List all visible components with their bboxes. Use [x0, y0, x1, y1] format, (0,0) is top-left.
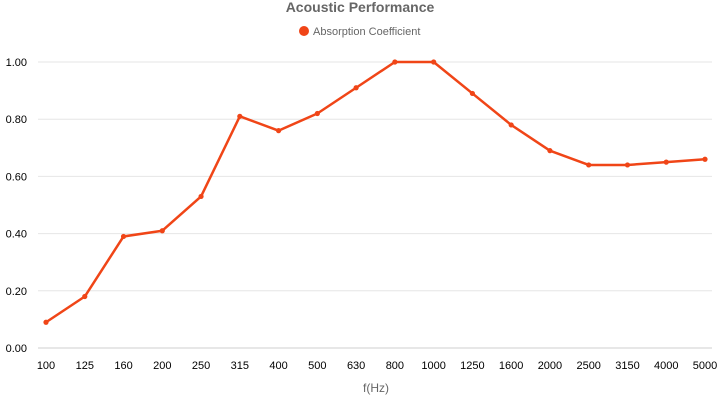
y-axis: 0.00 0.20 0.40 0.60 0.80 1.00 [6, 57, 27, 355]
y-tick-label: 0.80 [6, 114, 27, 126]
y-tick-label: 0.00 [6, 343, 27, 355]
data-point[interactable] [275, 128, 282, 134]
series-line[interactable] [45, 60, 706, 324]
data-point[interactable] [663, 159, 669, 165]
data-point[interactable] [198, 193, 204, 200]
x-tick-label: 630 [347, 360, 365, 372]
x-axis-label: f(Hz) [363, 381, 389, 395]
data-point[interactable] [624, 162, 631, 168]
x-tick-label: 800 [386, 360, 404, 372]
x-tick-label: 200 [153, 360, 171, 372]
x-tick-label: 5000 [693, 360, 717, 372]
x-tick-label: 400 [269, 360, 287, 372]
x-tick-label: 2500 [576, 360, 600, 372]
x-axis: 100 125 160 200 250 315 400 500 630 800 1000 1250 16… [37, 360, 717, 372]
y-tick-label: 1.00 [6, 57, 27, 69]
data-point[interactable] [43, 319, 49, 325]
legend-marker [299, 26, 309, 36]
data-point[interactable] [392, 59, 398, 65]
data-point[interactable] [159, 228, 165, 234]
data-point[interactable] [702, 156, 708, 162]
x-tick-label: 1000 [421, 360, 445, 372]
data-point[interactable] [237, 113, 243, 119]
x-tick-label: 315 [231, 360, 249, 372]
x-tick-label: 125 [76, 360, 94, 372]
x-tick-label: 1600 [499, 360, 523, 372]
data-point[interactable] [314, 110, 320, 117]
grid [38, 61, 712, 349]
x-tick-label: 100 [37, 360, 55, 372]
x-tick-label: 500 [308, 360, 326, 372]
y-tick-label: 0.60 [6, 171, 27, 183]
y-tick-label: 0.20 [6, 286, 27, 298]
legend-label: Absorption Coefficient [313, 26, 420, 38]
data-point[interactable] [431, 59, 437, 65]
data-point[interactable] [547, 148, 553, 154]
data-point[interactable] [469, 90, 476, 97]
data-point[interactable] [586, 162, 592, 168]
x-tick-label: 1250 [460, 360, 484, 372]
x-tick-label: 3150 [615, 360, 639, 372]
data-point[interactable] [82, 293, 88, 300]
y-tick-label: 0.40 [6, 229, 27, 241]
data-point[interactable] [353, 85, 359, 91]
data-point[interactable] [508, 122, 514, 128]
data-point[interactable] [120, 233, 127, 240]
x-tick-label: 4000 [654, 360, 678, 372]
legend[interactable]: Absorption Coefficient [299, 26, 420, 38]
x-tick-label: 2000 [538, 360, 562, 372]
series [43, 59, 708, 325]
chart-title: Acoustic Performance [286, 0, 435, 15]
x-tick-label: 250 [192, 360, 210, 372]
x-tick-label: 160 [114, 360, 132, 372]
